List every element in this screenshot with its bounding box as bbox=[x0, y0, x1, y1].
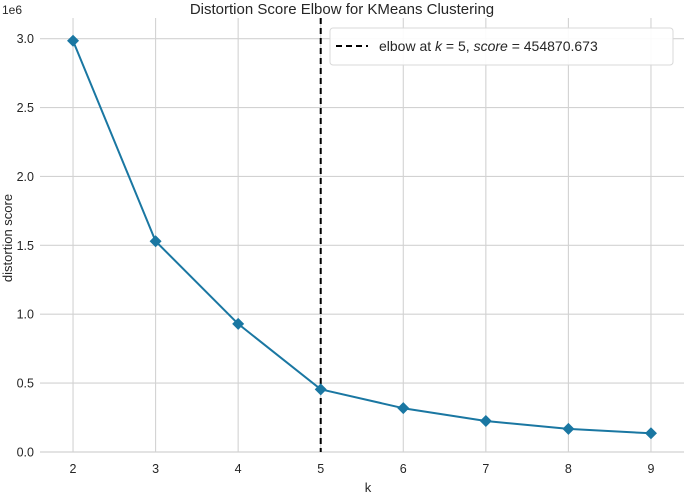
data-point-3 bbox=[314, 383, 327, 396]
legend-k-text: = 5, bbox=[442, 38, 474, 54]
data-point-1 bbox=[149, 235, 162, 248]
y-axis-ticks: 0.0 0.5 1.0 1.5 2.0 2.5 3.0 bbox=[17, 32, 34, 459]
series-line bbox=[72, 40, 652, 435]
legend-entry: elbow at k = 5, score = 454870.673 bbox=[379, 38, 598, 54]
legend-prefix: elbow at bbox=[379, 38, 435, 54]
x-tick-label-4: 6 bbox=[400, 462, 407, 476]
y-tick-label-3: 1.5 bbox=[17, 239, 34, 253]
x-tick-label-1: 3 bbox=[152, 462, 159, 476]
data-point-2 bbox=[232, 317, 245, 330]
legend-k-symbol: k bbox=[435, 38, 443, 54]
plot-area bbox=[40, 18, 684, 452]
x-tick-label-7: 9 bbox=[647, 462, 654, 476]
data-point-5 bbox=[479, 415, 492, 427]
x-tick-label-3: 5 bbox=[317, 462, 324, 476]
x-tick-label-2: 4 bbox=[235, 462, 242, 476]
data-point-4 bbox=[397, 402, 410, 415]
grid bbox=[40, 18, 684, 453]
y-axis-label: distortion score bbox=[0, 194, 15, 282]
x-tick-label-0: 2 bbox=[70, 462, 77, 476]
y-tick-label-4: 2.0 bbox=[17, 170, 34, 184]
y-tick-label-6: 3.0 bbox=[17, 32, 34, 46]
chart-title: Distortion Score Elbow for KMeans Cluste… bbox=[190, 1, 494, 18]
legend-box bbox=[329, 27, 674, 66]
y-tick-label-0: 0.0 bbox=[17, 446, 34, 460]
x-tick-label-5: 7 bbox=[482, 462, 489, 476]
marker-group bbox=[67, 34, 657, 440]
x-axis-ticks: 2 3 4 5 6 7 8 9 bbox=[70, 462, 655, 476]
data-point-6 bbox=[562, 422, 575, 435]
x-tick-label-6: 8 bbox=[565, 462, 572, 476]
legend-score-text: = 454870.673 bbox=[508, 38, 598, 54]
y-tick-label-1: 0.5 bbox=[17, 377, 34, 391]
data-point-7 bbox=[644, 427, 657, 440]
x-axis-label: k bbox=[365, 480, 372, 494]
legend: elbow at k = 5, score = 454870.673 bbox=[329, 27, 674, 66]
data-point-0 bbox=[67, 34, 80, 47]
y-tick-label-2: 1.0 bbox=[17, 308, 34, 322]
y-axis-exponent: 1e6 bbox=[2, 3, 22, 17]
legend-score-symbol: score bbox=[474, 38, 508, 54]
series-group bbox=[72, 40, 652, 435]
y-tick-label-5: 2.5 bbox=[17, 101, 34, 115]
